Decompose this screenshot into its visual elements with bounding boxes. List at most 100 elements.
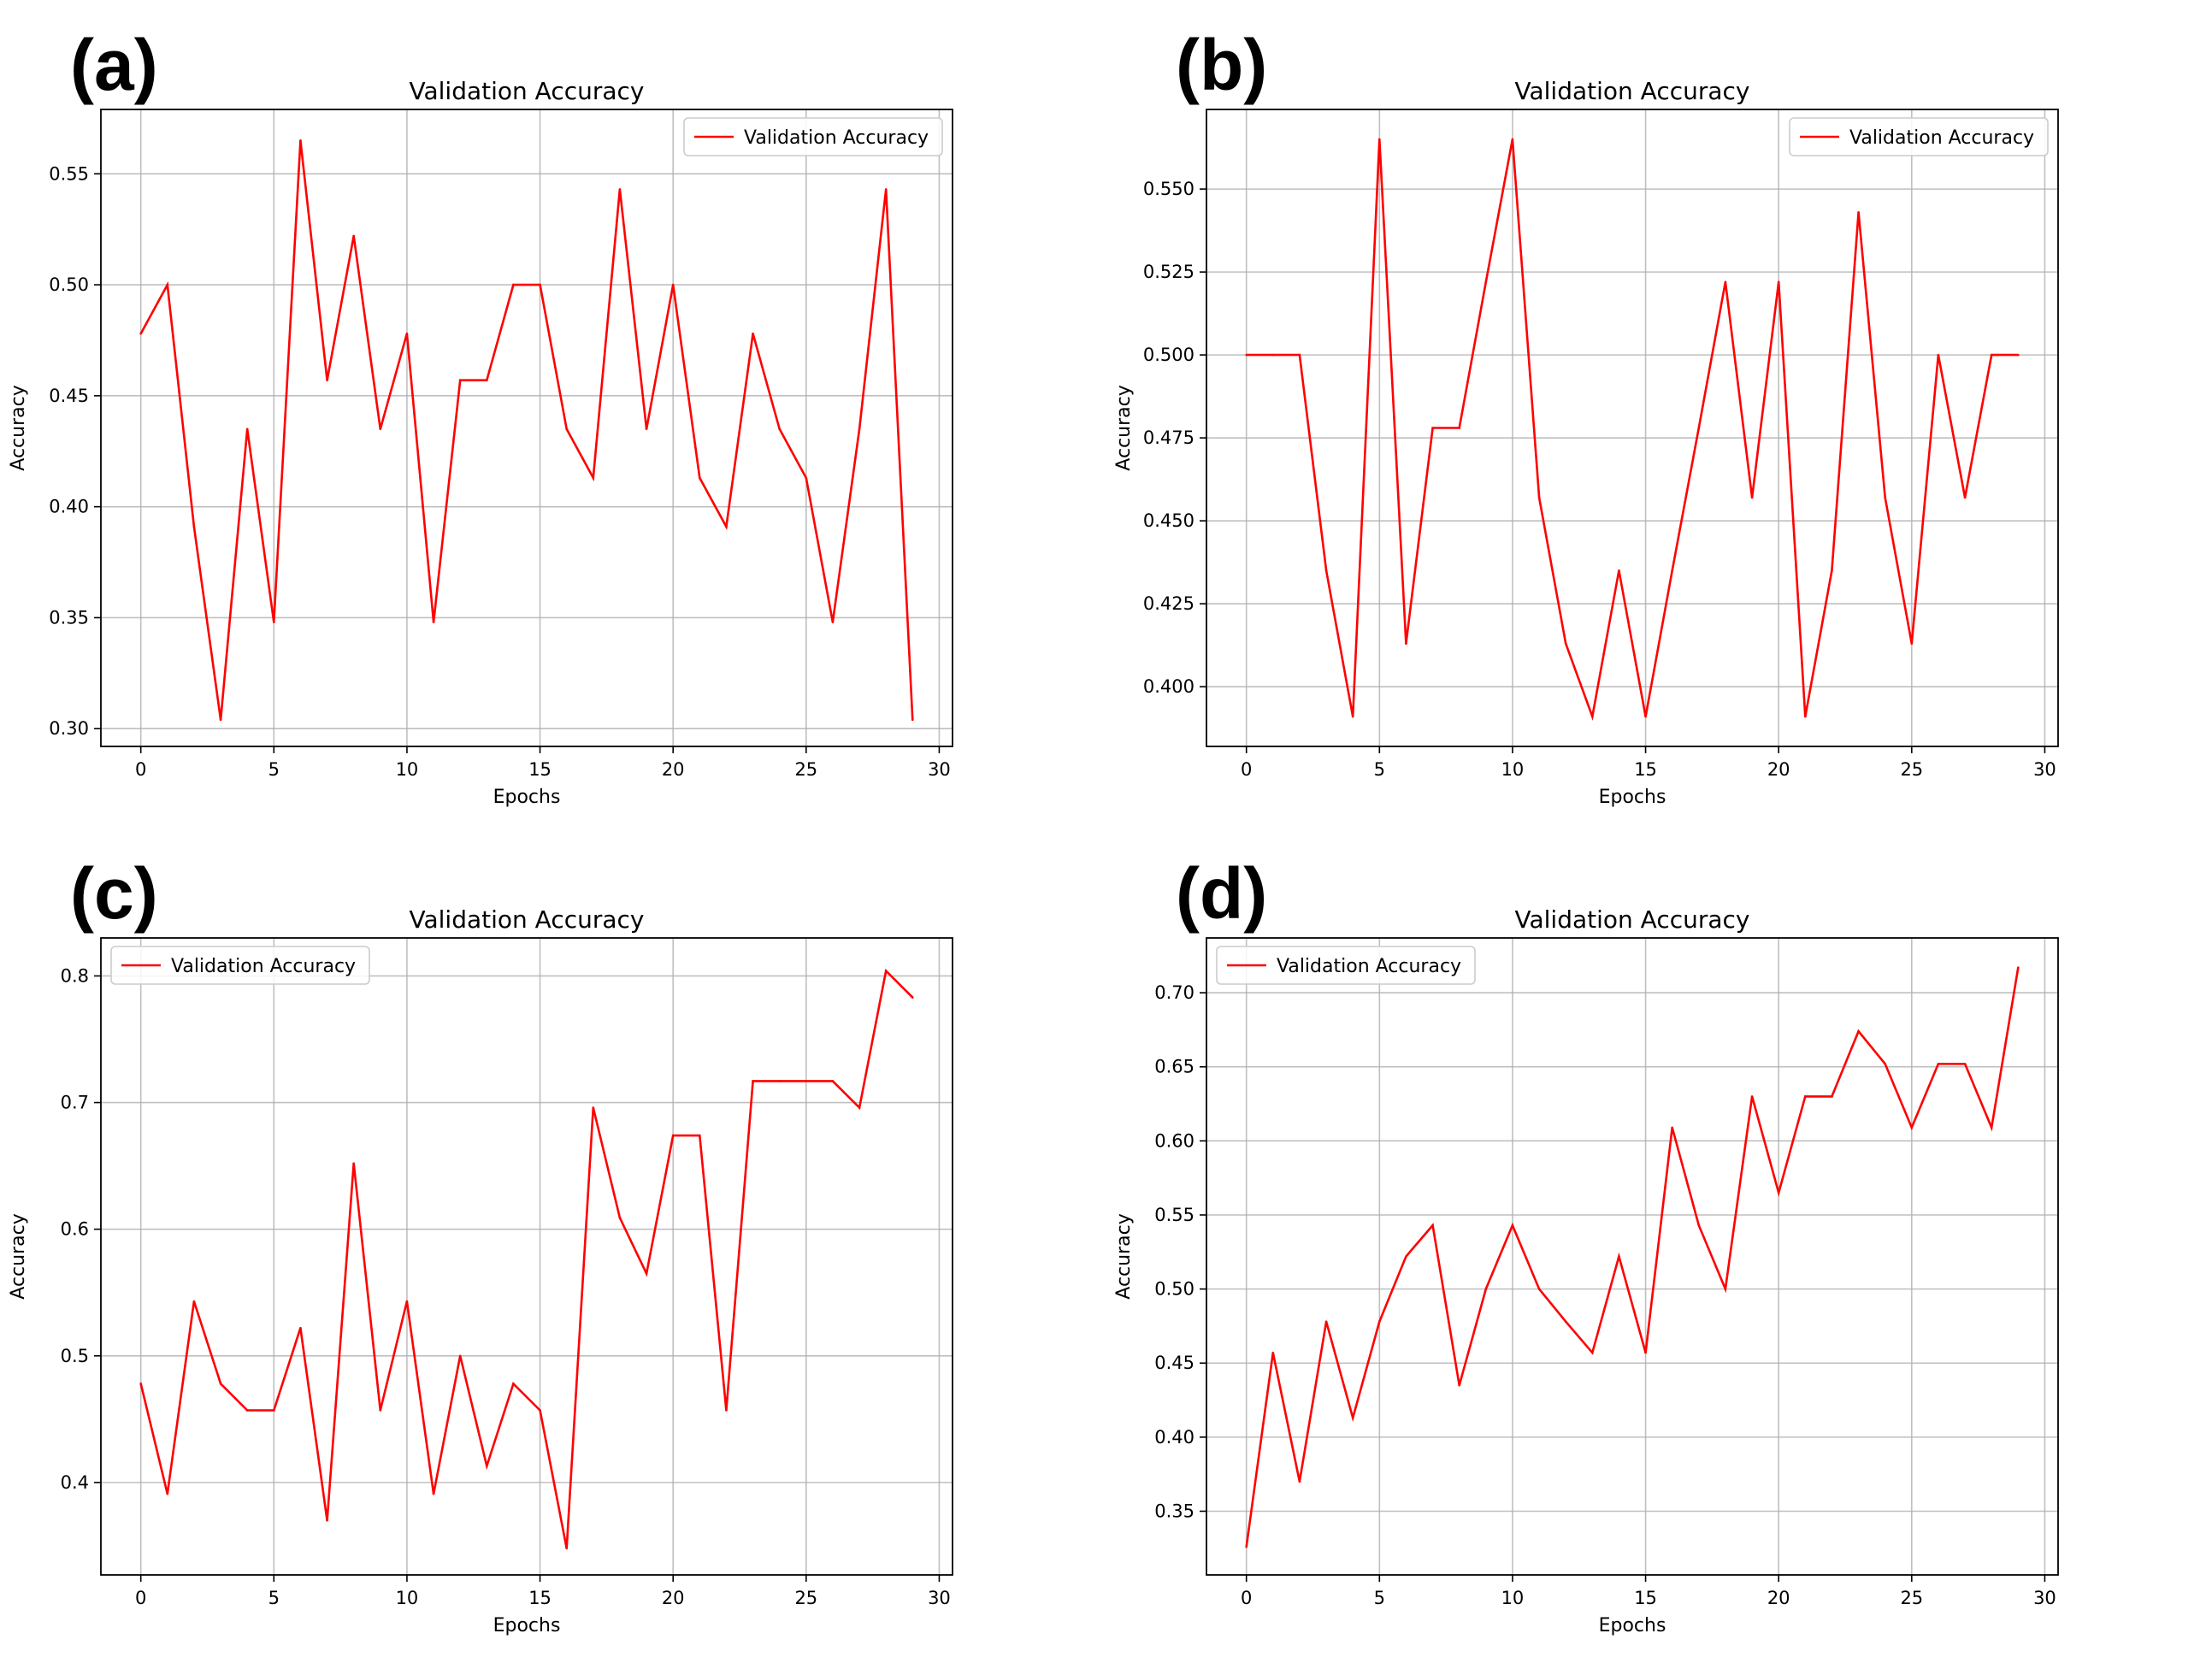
x-tick-label: 5 <box>268 1588 280 1608</box>
data-point <box>352 234 355 238</box>
data-point <box>139 332 142 335</box>
data-point <box>1298 1480 1301 1483</box>
data-point <box>858 1106 861 1109</box>
data-point <box>725 1409 728 1412</box>
data-point <box>1831 1095 1833 1098</box>
data-point <box>1910 1126 1914 1129</box>
x-tick-label: 0 <box>1241 759 1252 780</box>
data-point <box>1378 138 1381 141</box>
data-point <box>1484 280 1488 284</box>
y-tick-label: 0.40 <box>49 497 89 517</box>
legend-label: Validation Accuracy <box>1849 127 2034 149</box>
y-tick-label: 0.45 <box>49 386 89 406</box>
y-axis-label: Accuracy <box>8 385 29 470</box>
data-point <box>379 428 382 431</box>
data-point <box>725 525 728 528</box>
data-point <box>565 428 568 431</box>
panel-c: 0 5 10 15 20 25 30 0.4 0.5 0.6 0.7 0.8 Validation Ac… <box>0 828 1106 1657</box>
data-point <box>1378 1320 1381 1324</box>
x-tick-label: 5 <box>268 759 280 780</box>
legend-box <box>110 946 370 985</box>
data-point <box>911 718 914 722</box>
panel-label-c: (c) <box>70 853 158 934</box>
y-tick-label: 0.400 <box>1143 676 1194 697</box>
y-tick-label: 0.7 <box>61 1093 89 1113</box>
data-point <box>458 1354 462 1358</box>
data-point <box>1990 353 1993 357</box>
x-tick-label: 10 <box>396 759 419 780</box>
data-point <box>1884 1062 1886 1065</box>
data-point <box>884 970 888 972</box>
data-point <box>1405 1255 1407 1258</box>
data-point <box>192 525 196 528</box>
x-tick-label: 15 <box>1634 759 1657 780</box>
y-tick-label: 0.35 <box>49 607 89 628</box>
panel-label-b: (b) <box>1176 25 1268 105</box>
data-point <box>1671 1126 1673 1129</box>
data-point <box>458 379 462 381</box>
chart-c: 0 5 10 15 20 25 30 0.4 0.5 0.6 0.7 0.8 Validation Ac… <box>8 905 953 1636</box>
data-point <box>831 621 835 623</box>
data-point <box>1405 642 1407 646</box>
y-tick-label: 0.8 <box>61 965 89 986</box>
legend-label: Validation Accuracy <box>1277 956 1461 977</box>
y-tick-label: 0.425 <box>1143 593 1194 614</box>
y-tick-label: 0.55 <box>49 163 89 184</box>
data-point <box>1857 210 1860 214</box>
data-point <box>326 379 328 381</box>
x-axis-label: Epochs <box>1599 787 1666 808</box>
y-tick-label: 0.4 <box>61 1472 89 1493</box>
validation-accuracy-line <box>139 140 914 721</box>
data-point <box>405 332 409 335</box>
data-point <box>1537 1288 1541 1290</box>
data-point <box>273 621 275 623</box>
data-point <box>1884 496 1886 499</box>
data-point <box>539 1409 541 1412</box>
data-point <box>778 1080 781 1082</box>
y-tick-label: 0.30 <box>49 718 89 739</box>
data-point <box>432 1492 435 1495</box>
chart-a: 0 5 10 15 20 25 30 0.30 0.35 0.40 0.45 0.50 0.55 Vali… <box>8 77 953 808</box>
data-point <box>618 1217 622 1219</box>
data-point <box>1618 1255 1620 1258</box>
validation-accuracy-line <box>1246 139 2019 722</box>
data-point <box>219 1383 222 1385</box>
data-point <box>1431 427 1434 429</box>
x-tick-label: 30 <box>928 1588 951 1608</box>
data-point <box>1990 1126 1993 1129</box>
data-point <box>405 1300 409 1303</box>
data-point <box>245 1409 249 1412</box>
y-tick-label: 0.500 <box>1143 345 1194 365</box>
data-point <box>219 718 222 722</box>
chart-title: Validation Accuracy <box>1515 905 1750 934</box>
plot-frame <box>1206 937 2059 1576</box>
y-tick-label: 0.50 <box>49 274 89 295</box>
data-point <box>1697 1224 1701 1227</box>
y-tick-label: 0.40 <box>1154 1427 1194 1448</box>
data-point <box>911 996 914 999</box>
validation-accuracy-line <box>1245 967 2020 1548</box>
x-tick-label: 15 <box>1634 1588 1657 1608</box>
x-tick-label: 15 <box>528 1588 552 1608</box>
data-point <box>1644 1351 1647 1354</box>
legend-box <box>683 117 943 156</box>
x-tick-label: 25 <box>1900 759 1923 780</box>
data-point <box>1937 1062 1940 1065</box>
data-point <box>1564 1320 1567 1324</box>
data-point <box>884 188 888 191</box>
data-point <box>858 428 861 431</box>
y-tick-label: 0.475 <box>1143 428 1194 448</box>
data-point <box>1750 1095 1754 1098</box>
x-tick-label: 30 <box>928 759 951 780</box>
chart-title: Validation Accuracy <box>410 905 645 934</box>
y-tick-label: 0.450 <box>1143 510 1194 531</box>
panel-b: 0 5 10 15 20 25 30 0.400 0.425 0.450 0.475 0.500 0.5… <box>1106 0 2211 828</box>
chart-d: 0 5 10 15 20 25 30 0.35 0.40 0.45 0.50 0.55 0.60 0.65… <box>1113 905 2059 1636</box>
data-point <box>1910 642 1914 646</box>
data-point <box>1484 1288 1488 1290</box>
x-axis-label: Epochs <box>493 1615 561 1636</box>
data-point <box>671 283 675 286</box>
data-point <box>299 139 302 142</box>
data-point <box>326 1519 328 1522</box>
data-point <box>512 1383 515 1385</box>
